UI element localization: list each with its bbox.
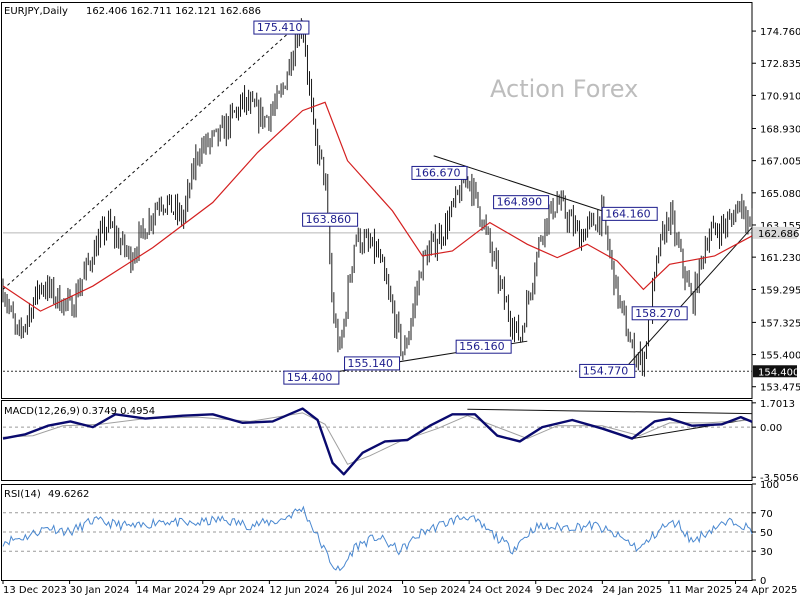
x-tick-label: 24 Oct 2024 bbox=[469, 585, 531, 596]
panel-frames bbox=[1, 2, 753, 581]
annotation-box bbox=[344, 356, 401, 371]
price-tick-label: 167.005 bbox=[760, 157, 800, 168]
rsi-tick-label: 50 bbox=[760, 528, 773, 539]
annotation-labels: 175.410 166.670 164.890 164.160 163.860 158.2… bbox=[253, 20, 688, 385]
annotation-label: 163.860 bbox=[306, 213, 352, 226]
price-tick-label: 155.400 bbox=[760, 351, 800, 362]
annotation-box bbox=[579, 363, 636, 378]
annotation-label: 164.160 bbox=[605, 207, 651, 220]
x-tick-label: 24 Apr 2025 bbox=[736, 585, 798, 596]
annotation-label: 154.400 bbox=[287, 371, 333, 384]
macd-values: 0.3749 0.4954 bbox=[82, 406, 155, 417]
price-tick-label: 172.835 bbox=[760, 59, 800, 70]
dotted-rising-trendline bbox=[2, 20, 303, 290]
annotation-box bbox=[302, 212, 359, 227]
x-tick-label: 9 Dec 2024 bbox=[536, 585, 594, 596]
price-tick-label: 161.230 bbox=[760, 253, 800, 264]
annotation-label: 175.410 bbox=[257, 21, 303, 34]
price-tick-label: 153.475 bbox=[760, 383, 800, 394]
price-tick-label: 165.080 bbox=[760, 189, 800, 200]
rsi-tick-label: 30 bbox=[760, 547, 773, 558]
current-price-tag: 162.686 bbox=[758, 229, 799, 240]
annotation-label: 156.160 bbox=[459, 340, 505, 353]
x-tick-label: 11 Mar 2025 bbox=[669, 585, 732, 596]
descending-resistance-line bbox=[433, 155, 603, 212]
ma-line bbox=[2, 101, 753, 312]
support-tag: 154.400 bbox=[758, 367, 799, 378]
annotation-box bbox=[601, 206, 658, 221]
panel-headers: EURJPY,Daily 162.406 162.711 162.121 162… bbox=[4, 6, 261, 500]
rsi-value: 49.6262 bbox=[48, 489, 89, 500]
macd-tick-label: -3.5056 bbox=[760, 473, 799, 484]
macd-upper-trendline bbox=[467, 408, 753, 415]
rsi-title: RSI(14) bbox=[4, 489, 41, 500]
grid-lines bbox=[3, 232, 752, 552]
annotation-box bbox=[253, 20, 310, 35]
rising-channel-support bbox=[628, 227, 753, 365]
x-tick-label: 13 Dec 2023 bbox=[3, 585, 67, 596]
current-price-tag-bg bbox=[753, 226, 797, 239]
watermark: Action Forex bbox=[490, 75, 638, 103]
price-tick-label: 159.295 bbox=[760, 285, 800, 296]
axis-labels: 174.760 172.835 170.910 168.930 167.005 165.0… bbox=[2, 27, 800, 596]
price-panel-frame bbox=[1, 2, 753, 399]
price-tick-label: 168.930 bbox=[760, 124, 800, 135]
macd-lines bbox=[2, 407, 753, 476]
rsi-tick-label: 70 bbox=[760, 509, 773, 520]
x-tick-label: 29 Apr 2024 bbox=[203, 585, 265, 596]
x-tick-label: 30 Jan 2024 bbox=[70, 585, 130, 596]
macd-signal-line bbox=[2, 412, 753, 465]
macd-title: MACD(12,26,9) bbox=[4, 406, 80, 417]
annotation-box bbox=[455, 339, 512, 354]
annotation-box bbox=[411, 165, 468, 180]
rsi-line bbox=[2, 505, 753, 572]
support-tag-bg bbox=[753, 365, 797, 378]
annotation-box bbox=[631, 306, 688, 321]
macd-line bbox=[2, 407, 753, 476]
annotation-label: 158.270 bbox=[635, 307, 681, 320]
annotation-label: 155.140 bbox=[348, 357, 394, 370]
trendlines bbox=[2, 20, 753, 440]
annotation-box bbox=[493, 195, 550, 210]
annotation-label: 154.770 bbox=[583, 364, 629, 377]
ohlc-label: 162.406 162.711 162.121 162.686 bbox=[86, 6, 261, 17]
rsi-tick-label: 0 bbox=[760, 576, 766, 587]
rsi-tick-label: 100 bbox=[760, 480, 779, 491]
annotation-box bbox=[283, 370, 340, 385]
macd-tick-label: 0.00 bbox=[760, 423, 782, 434]
macd-tick-label: 1.7013 bbox=[760, 399, 795, 410]
x-tick-label: 10 Sep 2024 bbox=[403, 585, 466, 596]
x-tick-label: 26 Jul 2024 bbox=[336, 585, 393, 596]
price-tick-label: 157.325 bbox=[760, 318, 800, 329]
macd-panel-frame bbox=[1, 400, 753, 481]
x-tick-label: 24 Jan 2025 bbox=[602, 585, 662, 596]
annotation-label: 164.890 bbox=[497, 196, 542, 209]
rsi-lines bbox=[2, 505, 753, 572]
symbol-label: EURJPY,Daily bbox=[4, 6, 68, 17]
x-tick-label: 12 Jun 2024 bbox=[269, 585, 329, 596]
annotation-label: 166.670 bbox=[415, 166, 461, 179]
price-tick-label: 170.910 bbox=[760, 91, 800, 102]
price-tick-label: 163.155 bbox=[760, 221, 800, 232]
x-tick-label: 14 Mar 2024 bbox=[136, 585, 199, 596]
price-bars bbox=[2, 18, 753, 377]
price-tick-label: 174.760 bbox=[760, 27, 800, 38]
moving-average bbox=[2, 101, 753, 312]
